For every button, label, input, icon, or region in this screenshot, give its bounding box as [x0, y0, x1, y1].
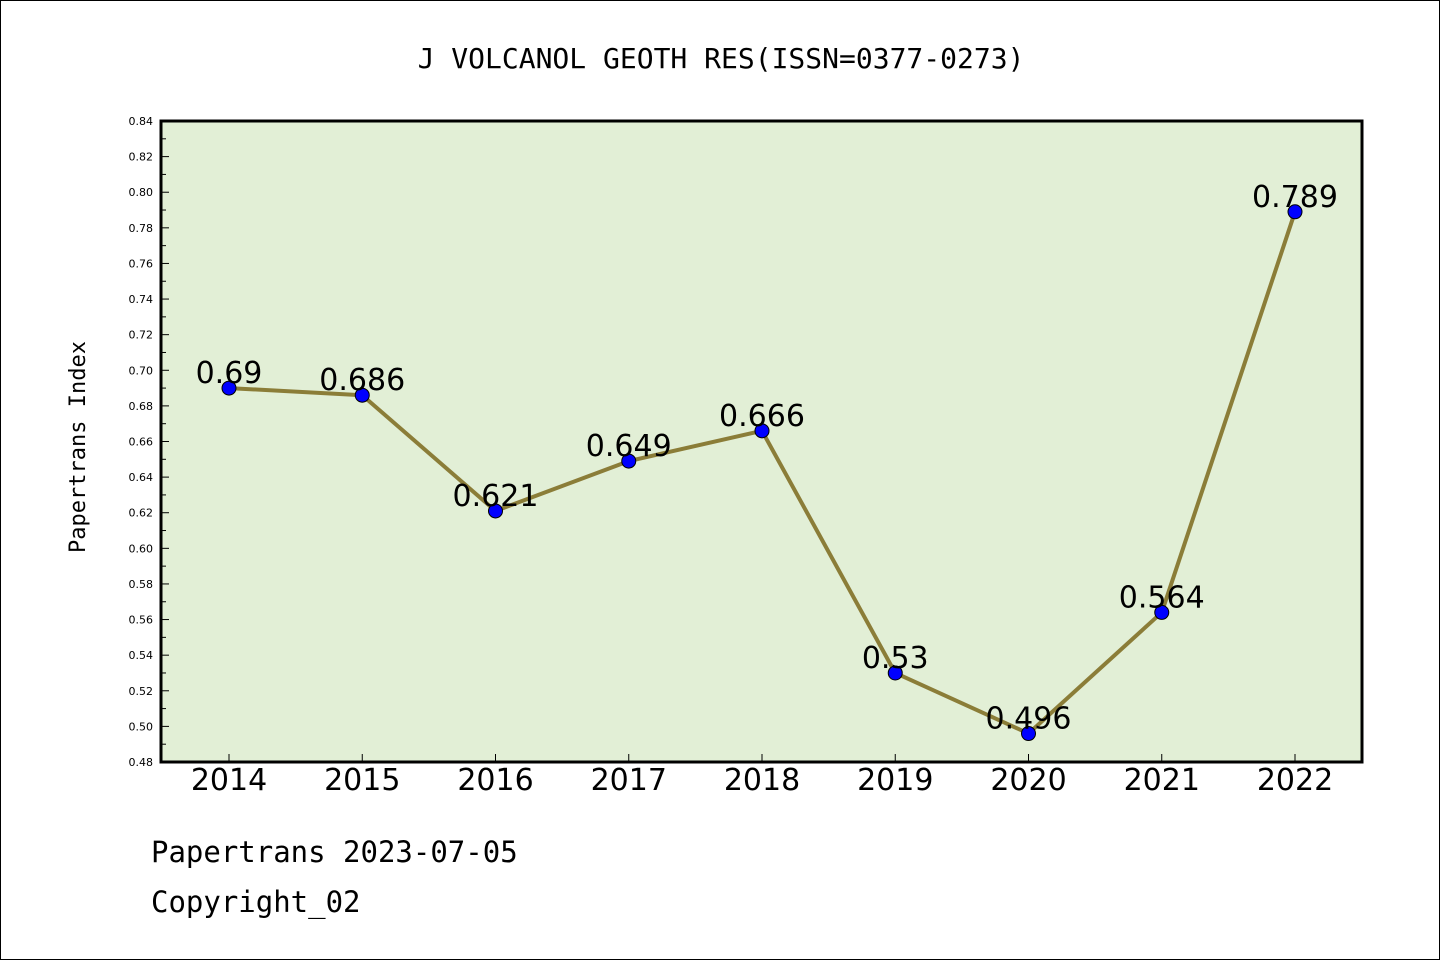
y-tick-label: 0.62 — [129, 507, 154, 520]
x-tick-label: 2017 — [591, 763, 667, 798]
x-tick-label: 2022 — [1257, 763, 1333, 798]
y-axis: 0.48 0.50 0.52 0.54 0.56 0.58 0.60 0.62 0.64 0.66… — [129, 115, 169, 769]
data-label: 0.789 — [1252, 180, 1338, 215]
data-label: 0.649 — [586, 429, 672, 464]
y-tick-label: 0.58 — [129, 578, 154, 591]
data-label: 0.69 — [196, 356, 263, 391]
data-point — [621, 453, 637, 469]
y-tick-label: 0.68 — [129, 400, 154, 413]
plot-border — [159, 119, 1364, 764]
y-tick-label: 0.84 — [129, 115, 154, 128]
data-point — [488, 503, 503, 519]
y-tick-label: 0.60 — [129, 542, 154, 555]
data-point — [887, 665, 903, 681]
data-point — [754, 423, 770, 439]
y-tick-label: 0.74 — [129, 293, 154, 306]
data-label: 0.496 — [986, 702, 1072, 737]
data-label: 0.53 — [862, 641, 929, 676]
data-label: 0.666 — [719, 399, 805, 434]
data-label: 0.564 — [1119, 580, 1205, 615]
y-tick-label: 0.50 — [129, 720, 154, 733]
y-tick-label: 0.54 — [129, 649, 154, 662]
x-tick-label: 2018 — [724, 763, 800, 798]
y-tick-label: 0.76 — [129, 257, 154, 270]
y-tick-label: 0.80 — [129, 186, 154, 199]
data-point — [1021, 726, 1036, 742]
x-tick-label: 2019 — [857, 763, 933, 798]
data-point — [1154, 604, 1170, 620]
y-tick-label: 0.66 — [129, 436, 154, 449]
data-point — [354, 387, 370, 403]
y-tick-label: 0.78 — [129, 222, 154, 235]
plot-area — [161, 121, 1362, 762]
y-tick-label: 0.64 — [129, 471, 154, 484]
y-tick-label: 0.56 — [129, 614, 154, 627]
y-axis-label: Papertrans Index — [66, 341, 91, 553]
series-line-group — [221, 204, 1303, 742]
y-tick-label: 0.72 — [129, 329, 154, 342]
data-label: 0.686 — [319, 363, 405, 398]
data-label: 0.621 — [453, 479, 539, 514]
y-tick-label: 0.70 — [129, 364, 154, 377]
x-tick-label: 2020 — [990, 763, 1066, 798]
x-tick-label: 2014 — [191, 763, 267, 798]
x-axis: 2014 2015 2016 2017 2018 2019 2020 2021 2022 — [191, 754, 1333, 798]
y-tick-label: 0.52 — [129, 685, 154, 698]
data-label-group: 0.69 0.686 0.621 0.649 0.666 0.53 0.496 0.564 0.… — [196, 180, 1338, 737]
y-tick-label: 0.82 — [129, 151, 154, 164]
x-tick-label: 2016 — [457, 763, 533, 798]
footer-date: Papertrans 2023-07-05 — [151, 835, 518, 869]
data-point — [1287, 204, 1303, 220]
x-tick-label: 2015 — [324, 763, 400, 798]
y-tick-label: 0.48 — [129, 756, 154, 769]
chart-title: J VOLCANOL GEOTH RES(ISSN=0377-0273) — [418, 42, 1025, 75]
x-tick-label: 2021 — [1124, 763, 1200, 798]
data-point — [221, 380, 237, 396]
footer-copyright: Copyright_02 — [151, 885, 361, 919]
